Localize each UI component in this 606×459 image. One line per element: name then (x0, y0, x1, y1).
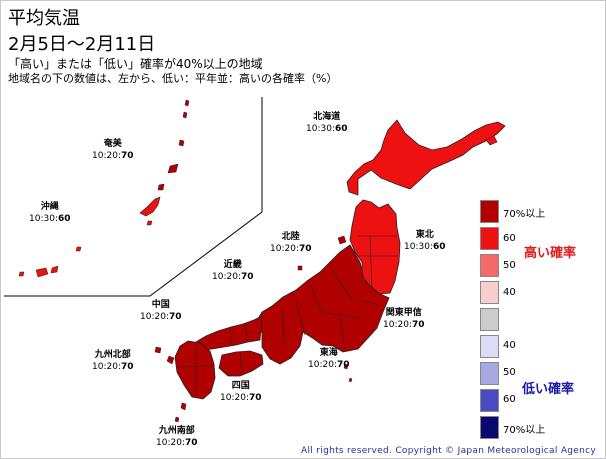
prob-low: 10 (92, 362, 104, 372)
region-name: 四国 (231, 381, 250, 391)
legend-swatch-low-70 (480, 416, 499, 439)
region-name: 九州南部 (158, 426, 195, 436)
prob-low: 10 (270, 244, 282, 254)
prob-low: 10 (140, 312, 152, 322)
legend-swatch-high-60 (480, 227, 499, 250)
prob-normal: 20 (154, 312, 166, 322)
region-name: 中国 (151, 300, 170, 310)
legend-label-low-70: 70%以上 (503, 425, 546, 436)
prob-high: 70 (121, 362, 134, 372)
legend-label-low-40: 40 (503, 340, 516, 351)
inset-border (4, 97, 263, 297)
prob-high: 70 (299, 244, 312, 254)
region-name: 沖縄 (40, 202, 59, 212)
prob-low: 10 (29, 214, 41, 224)
region-label-okinawa[interactable]: 沖縄 10:30:60 (29, 202, 71, 224)
prob-low: 10 (306, 124, 318, 134)
legend-label-high-60: 60 (503, 233, 516, 244)
prob-high: 60 (335, 124, 348, 134)
prob-high: 70 (185, 438, 198, 448)
prob-normal: 20 (322, 360, 334, 370)
prob-high: 70 (241, 272, 254, 282)
region-shape-amami[interactable] (157, 99, 190, 191)
region-name: 九州北部 (94, 350, 131, 360)
region-name: 近畿 (223, 260, 242, 270)
region-label-chugoku[interactable]: 中国 10:20:70 (140, 300, 182, 322)
region-label-tohoku[interactable]: 東北 10:30:60 (404, 230, 446, 252)
legend-low-title: 低い確率 (522, 382, 575, 397)
prob-high: 70 (121, 151, 134, 161)
region-shape-hokkaido-islet (485, 135, 498, 146)
legend-swatch-high-50 (480, 254, 499, 277)
legend-label-high-40: 40 (503, 287, 516, 298)
legend-swatch-low-50 (480, 362, 499, 385)
region-label-amami[interactable]: 奄美 10:20:70 (92, 139, 134, 161)
region-label-kinki[interactable]: 近畿 10:20:70 (212, 260, 254, 282)
region-label-shikoku[interactable]: 四国 10:20:70 (220, 381, 262, 403)
region-name: 関東甲信 (385, 308, 422, 318)
region-name: 北海道 (313, 112, 341, 122)
prob-normal: 30 (418, 242, 430, 252)
element-title: 平均気温 (8, 8, 80, 29)
region-label-tokai[interactable]: 東海 10:20:70 (308, 348, 350, 370)
prob-normal: 30 (43, 214, 55, 224)
region-name: 奄美 (103, 139, 122, 149)
copyright-notice: All rights reserved. Copyright © Japan M… (301, 446, 596, 456)
prob-high: 60 (58, 214, 71, 224)
region-shape-tohoku[interactable] (349, 199, 401, 295)
prob-high: 60 (433, 242, 446, 252)
legend-label-high-70: 70%以上 (503, 209, 546, 220)
region-shape-honshu-central[interactable] (255, 244, 390, 365)
region-label-hokuriku[interactable]: 北陸 10:20:70 (270, 232, 312, 254)
legend-label-low-50: 50 (503, 367, 516, 378)
prob-normal: 20 (170, 438, 182, 448)
prob-normal: 20 (234, 393, 246, 403)
map-subtitle: 「高い」または「低い」確率が40%以上の地域 (8, 57, 263, 71)
prob-high: 70 (249, 393, 262, 403)
prob-normal: 20 (284, 244, 296, 254)
prob-low: 10 (308, 360, 320, 370)
legend-swatch-normal (480, 308, 499, 331)
region-name: 東北 (415, 230, 434, 240)
region-label-kyushu-north[interactable]: 九州北部 10:20:70 (92, 350, 134, 372)
forecast-period: 2月5日～2月11日 (8, 34, 156, 55)
legend-swatch-low-40 (480, 335, 499, 358)
prob-normal: 20 (226, 272, 238, 282)
prob-high: 70 (337, 360, 350, 370)
legend-swatch-high-40 (480, 281, 499, 304)
region-label-hokkaido[interactable]: 北海道 10:30:60 (306, 112, 348, 134)
prob-normal: 20 (106, 151, 118, 161)
region-name: 東海 (319, 348, 338, 358)
prob-low: 10 (212, 272, 224, 282)
legend-swatch-high-70 (480, 200, 499, 223)
prob-low: 10 (92, 151, 104, 161)
prob-high: 70 (169, 312, 182, 322)
prob-normal: 20 (106, 362, 118, 372)
region-shape-chugoku[interactable] (195, 315, 263, 351)
prob-normal: 30 (320, 124, 332, 134)
map-note: 地域名の下の数値は、左から、低い：平年並：高いの各確率（%） (8, 72, 338, 85)
legend-label-high-50: 50 (503, 260, 516, 271)
prob-high: 70 (412, 320, 425, 330)
region-shape-okinawa[interactable] (18, 196, 161, 278)
legend-label-low-60: 60 (503, 394, 516, 405)
prob-low: 10 (404, 242, 416, 252)
prob-low: 10 (156, 438, 168, 448)
prob-low: 10 (383, 320, 395, 330)
region-shape-kyushu[interactable] (174, 340, 216, 400)
region-name: 北陸 (281, 232, 300, 242)
legend-high-title: 高い確率 (524, 246, 577, 261)
region-shape-hokkaido[interactable] (346, 119, 506, 196)
region-label-kyushu-south[interactable]: 九州南部 10:20:70 (156, 426, 198, 448)
region-label-kanto[interactable]: 関東甲信 10:20:70 (383, 308, 425, 330)
legend-swatch-low-60 (480, 389, 499, 412)
prob-low: 10 (220, 393, 232, 403)
prob-normal: 20 (397, 320, 409, 330)
